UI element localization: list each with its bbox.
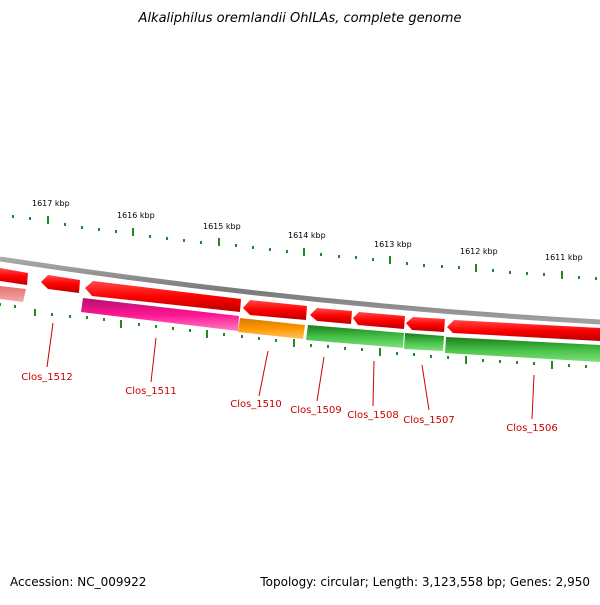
map-title: Alkaliphilus oremlandii OhILAs, complete… — [138, 11, 462, 26]
gene-feature-clos-1508[interactable] — [404, 333, 444, 351]
kbp-label: 1617 kbp — [32, 199, 70, 208]
leader-line — [421, 364, 430, 411]
gene-feature-clos-1510[interactable] — [238, 318, 305, 339]
leader-line — [531, 374, 535, 420]
gene-feature-clos-1509[interactable] — [306, 325, 404, 348]
gene-feature[interactable] — [310, 308, 352, 324]
genome-summary-text: Topology: circular; Length: 3,123,558 bp… — [259, 575, 590, 589]
kbp-label: 1614 kbp — [288, 231, 326, 240]
outer-ticks — [12, 215, 597, 280]
leader-line — [46, 322, 54, 368]
gene-feature-clos-1512[interactable] — [0, 268, 28, 285]
leader-line — [372, 360, 375, 407]
label-leaders — [46, 322, 535, 420]
gene-label[interactable]: Clos_1507 — [403, 415, 455, 426]
leader-line — [258, 350, 269, 397]
gene-labels: Clos_1512 Clos_1511 Clos_1510 Clos_1509 … — [21, 372, 558, 434]
gene-feature-clos-1511[interactable] — [81, 298, 239, 331]
gene-feature[interactable] — [353, 312, 405, 329]
gene-label[interactable]: Clos_1510 — [230, 399, 282, 410]
leader-line — [150, 337, 157, 383]
gene-feature[interactable] — [447, 320, 600, 341]
gene-label[interactable]: Clos_1511 — [125, 386, 177, 397]
genome-backbone — [0, 256, 600, 325]
reverse-strand-track — [0, 286, 600, 362]
gene-feature-clos-1507[interactable] — [445, 337, 600, 362]
gene-label[interactable]: Clos_1506 — [506, 423, 558, 434]
inner-ticks — [0, 303, 587, 369]
forward-strand-track — [0, 268, 600, 341]
gene-feature[interactable] — [243, 300, 307, 320]
leader-line — [316, 356, 325, 402]
gene-feature[interactable] — [406, 317, 445, 332]
accession-text: Accession: NC_009922 — [10, 575, 146, 589]
kbp-label: 1611 kbp — [545, 253, 583, 262]
kbp-label: 1613 kbp — [374, 240, 412, 249]
gene-label[interactable]: Clos_1508 — [347, 410, 399, 421]
gene-feature[interactable] — [0, 286, 26, 302]
gene-label[interactable]: Clos_1509 — [290, 405, 342, 416]
gene-feature[interactable] — [85, 281, 241, 312]
kbp-label: 1616 kbp — [117, 211, 155, 220]
kbp-label: 1612 kbp — [460, 247, 498, 256]
gene-feature[interactable] — [41, 275, 80, 293]
kbp-label: 1615 kbp — [203, 222, 241, 231]
kbp-labels: 1617 kbp 1616 kbp 1615 kbp 1614 kbp 1613… — [32, 199, 583, 262]
gene-label[interactable]: Clos_1512 — [21, 372, 73, 383]
